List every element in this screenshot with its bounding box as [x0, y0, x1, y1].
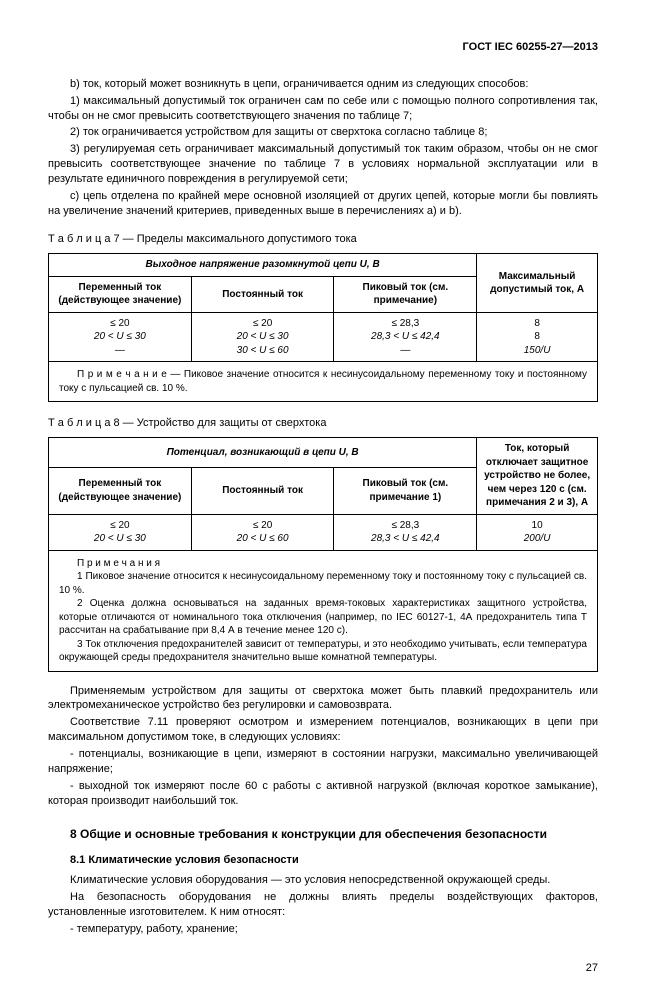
t7-cell: ≤ 28,3 28,3 < U ≤ 42,4 —	[334, 312, 477, 362]
intro-1: 1) максимальный допустимый ток ограничен…	[48, 94, 598, 124]
t8-notes: П р и м е ч а н и я 1 Пиковое значение о…	[49, 550, 598, 671]
t7-note: П р и м е ч а н и е — Пиковое значение о…	[49, 362, 598, 402]
sec8-p1: Климатические условия оборудования — это…	[48, 873, 598, 888]
intro-b: b) ток, который может возникнуть в цепи,…	[48, 77, 598, 92]
t7-head-out: Выходное напряжение разомкнутой цепи U, …	[49, 254, 477, 277]
intro-c: c) цепь отделена по крайней мере основно…	[48, 189, 598, 219]
t8-head-peak: Пиковый ток (см. примечание 1)	[334, 467, 477, 514]
table-7: Выходное напряжение разомкнутой цепи U, …	[48, 253, 598, 402]
after-p1: Применяемым устройством для защиты от св…	[48, 684, 598, 714]
page-number: 27	[48, 961, 598, 976]
t8-cell: 10 200/U	[477, 514, 598, 550]
after-p2: Соответствие 7.11 проверяют осмотром и и…	[48, 715, 598, 745]
t8-head-dc: Постоянный ток	[191, 467, 334, 514]
t8-head-out: Потенциал, возникающий в цепи U, В	[49, 438, 477, 467]
intro-3: 3) регулируемая сеть ограничивает максим…	[48, 142, 598, 187]
sec8-p3: - температуру, работу, хранение;	[48, 922, 598, 937]
section-8-1-title: 8.1 Климатические условия безопасности	[48, 853, 598, 868]
t7-head-dc: Постоянный ток	[191, 276, 334, 312]
t7-cell: 8 8 150/U	[477, 312, 598, 362]
after-p3: - потенциалы, возникающие в цепи, измеря…	[48, 747, 598, 777]
t8-cell: ≤ 20 20 < U ≤ 30	[49, 514, 192, 550]
table7-caption: Т а б л и ц а 7 — Пределы максимального …	[48, 232, 598, 247]
t8-cell: ≤ 28,3 28,3 < U ≤ 42,4	[334, 514, 477, 550]
t8-head-ac: Переменный ток (действующее значение)	[49, 467, 192, 514]
sec8-p2: На безопасность оборудования не должны в…	[48, 890, 598, 920]
t8-head-max: Ток, который отключает защитное устройст…	[477, 438, 598, 515]
section-8-title: 8 Общие и основные требования к конструк…	[48, 826, 598, 842]
t7-head-ac: Переменный ток (действующее значение)	[49, 276, 192, 312]
table8-caption: Т а б л и ц а 8 — Устройство для защиты …	[48, 416, 598, 431]
t7-cell: ≤ 20 20 < U ≤ 30 —	[49, 312, 192, 362]
table-8: Потенциал, возникающий в цепи U, В Ток, …	[48, 437, 598, 672]
t7-cell: ≤ 20 20 < U ≤ 30 30 < U ≤ 60	[191, 312, 334, 362]
t7-head-peak: Пиковый ток (см. примечание)	[334, 276, 477, 312]
document-header: ГОСТ IEC 60255-27—2013	[48, 40, 598, 55]
t7-head-max: Максимальный допустимый ток, А	[477, 254, 598, 313]
intro-2: 2) ток ограничивается устройством для за…	[48, 125, 598, 140]
after-p4: - выходной ток измеряют после 60 с работ…	[48, 779, 598, 809]
t8-cell: ≤ 20 20 < U ≤ 60	[191, 514, 334, 550]
